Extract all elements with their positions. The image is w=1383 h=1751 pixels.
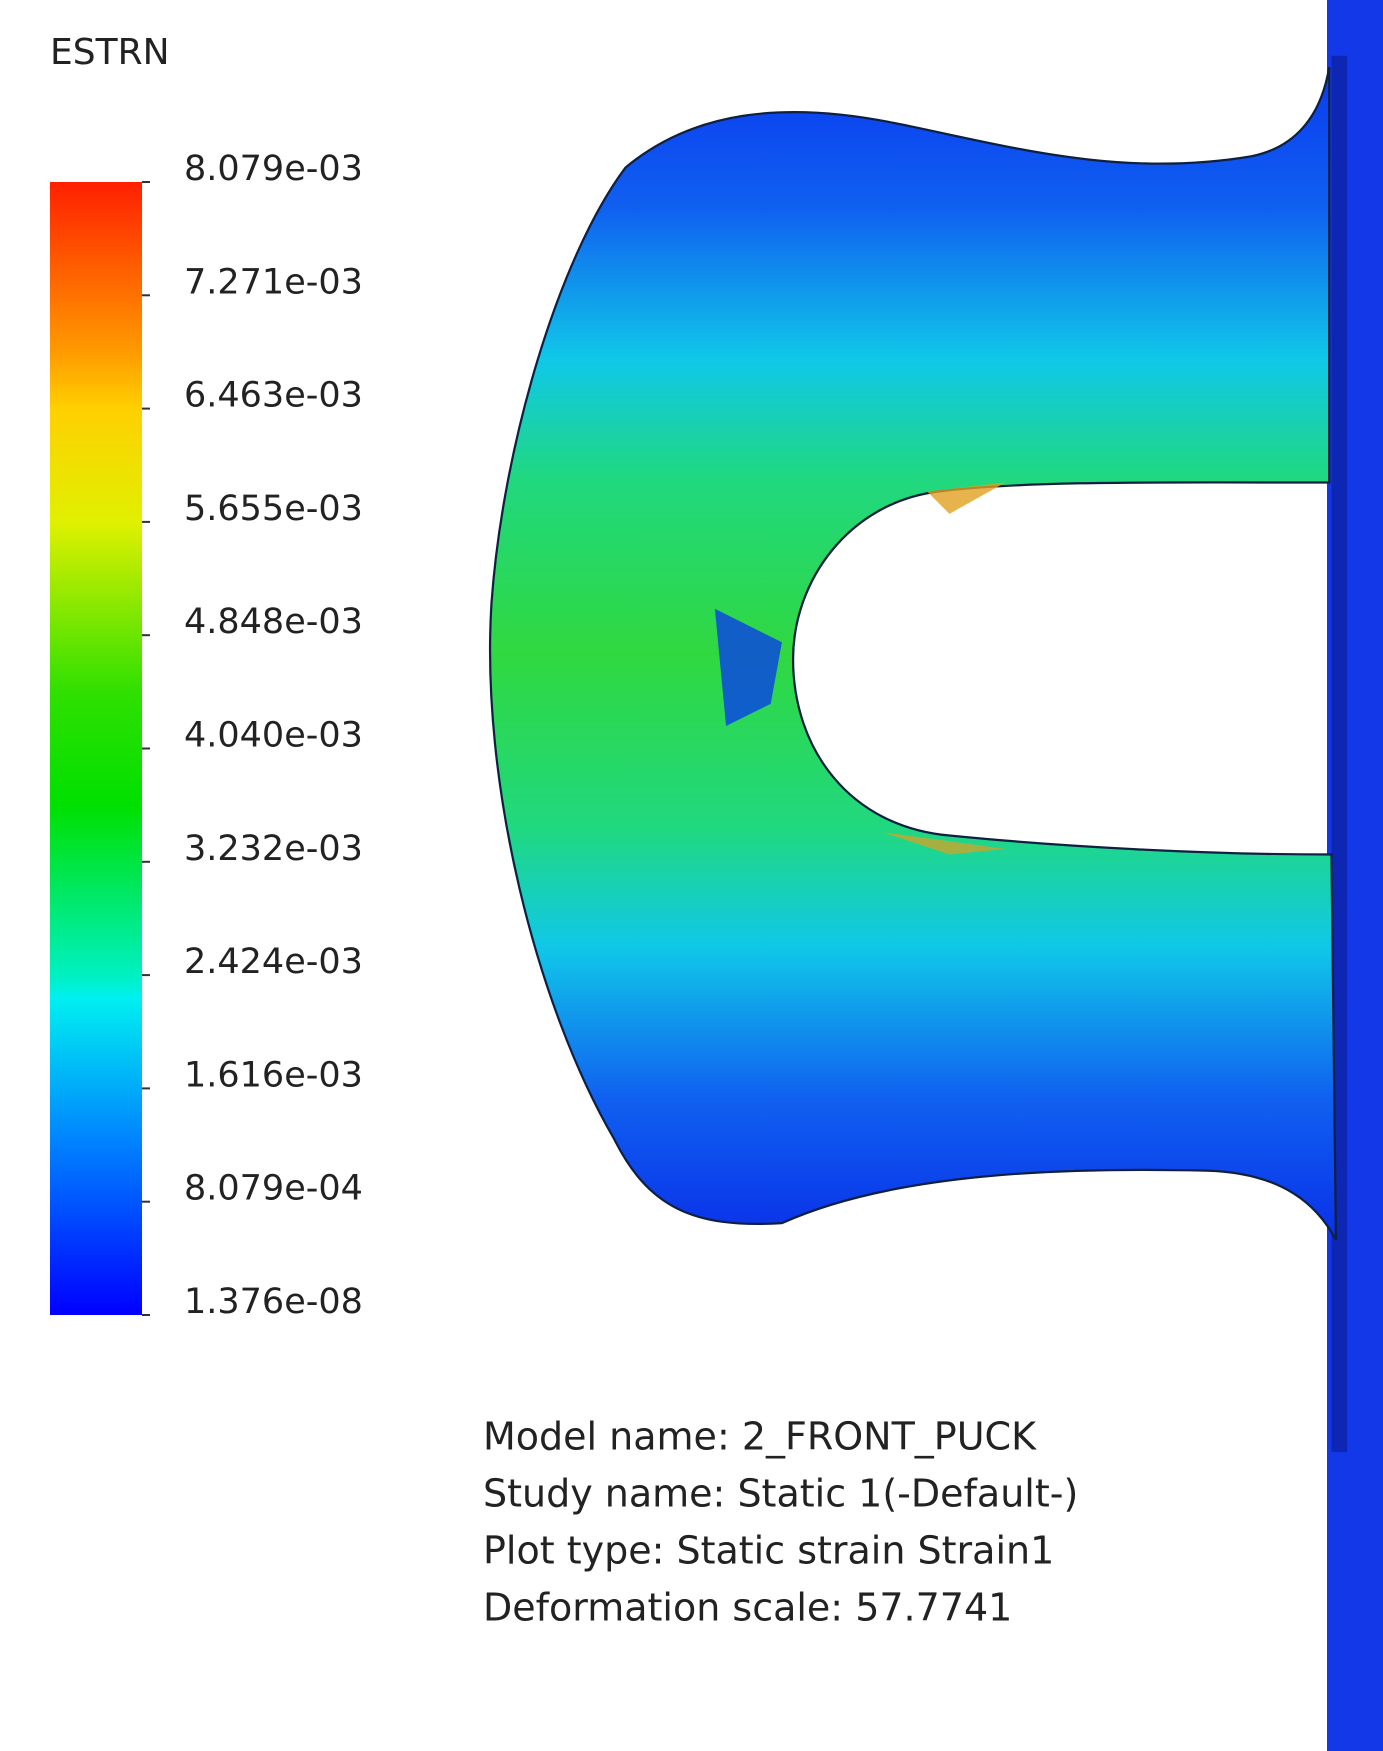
legend-label: 2.424e-03	[184, 942, 363, 982]
legend-label: 1.376e-08	[184, 1282, 363, 1322]
info-line: Deformation scale: 57.7741	[483, 1586, 1012, 1630]
info-line: Model name: 2_FRONT_PUCK	[483, 1415, 1037, 1459]
info-line: Study name: Static 1(-Default-)	[483, 1472, 1078, 1516]
legend-labels: 8.079e-03 7.271e-03 6.463e-03 5.655e-03 4.84…	[142, 149, 363, 1322]
study-info: Model name: 2_FRONT_PUCK Study name: Stat…	[483, 1415, 1078, 1630]
legend-label: 4.848e-03	[184, 602, 363, 642]
legend-title: ESTRN	[50, 32, 170, 73]
legend-label: 6.463e-03	[184, 376, 363, 416]
color-bar	[50, 182, 142, 1315]
result-viewport: ESTRN 8.079e-03 7.271e-03 6.463e-03 5.655e-…	[0, 0, 1383, 1751]
info-line: Plot type: Static strain Strain1	[483, 1529, 1054, 1573]
legend-label: 4.040e-03	[184, 716, 363, 756]
puck-mesh	[490, 67, 1336, 1240]
legend-label: 3.232e-03	[184, 829, 363, 869]
legend-label: 5.655e-03	[184, 489, 363, 529]
legend-label: 7.271e-03	[184, 262, 363, 302]
plate-edge	[1331, 56, 1347, 1452]
legend-label: 1.616e-03	[184, 1055, 363, 1095]
legend-label: 8.079e-03	[184, 149, 363, 189]
legend-label: 8.079e-04	[184, 1169, 363, 1209]
